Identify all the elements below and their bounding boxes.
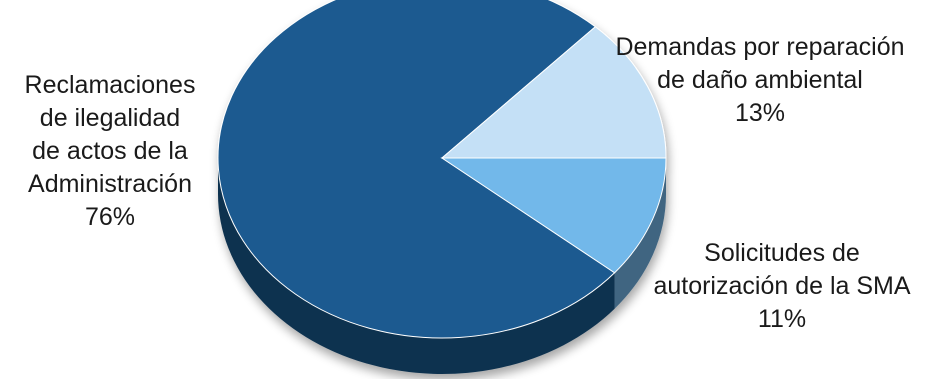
slice-percent: 13% (590, 97, 930, 130)
slice-label-line: de actos de la (0, 135, 220, 168)
slice-label-line: Administración (0, 168, 220, 201)
slice-label-line: Demandas por reparación (590, 31, 930, 64)
slice-percent: 11% (628, 303, 936, 336)
slice-percent: 76% (0, 201, 220, 234)
slice-label-line: Reclamaciones (0, 69, 220, 102)
slice-label-line: autorización de la SMA (628, 270, 936, 303)
slice-label-line: de ilegalidad (0, 102, 220, 135)
slice-label-solicitudes: Solicitudes de autorización de la SMA 11… (628, 237, 936, 336)
slice-label-demandas: Demandas por reparación de daño ambienta… (590, 31, 930, 130)
slice-label-line: Solicitudes de (628, 237, 936, 270)
slice-label-administracion: Reclamaciones de ilegalidad de actos de … (0, 69, 220, 234)
slice-label-line: de daño ambiental (590, 64, 930, 97)
